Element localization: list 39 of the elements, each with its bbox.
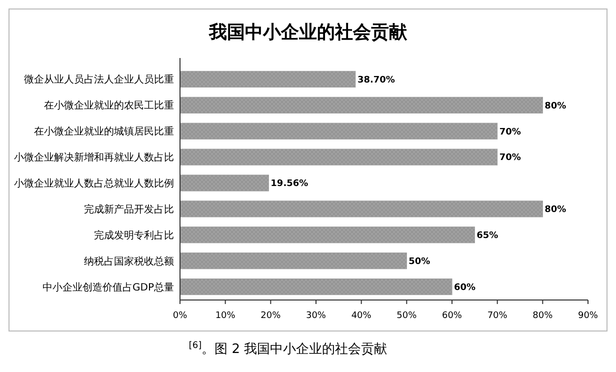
x-tick-label: 30% xyxy=(306,311,326,321)
x-tick-label: 60% xyxy=(442,311,462,321)
y-tick-label: 小微企业解决新增和再就业人数占比 xyxy=(14,152,174,164)
x-tick-label: 90% xyxy=(578,311,598,321)
x-tick-label: 70% xyxy=(487,311,508,321)
bar xyxy=(180,278,452,296)
data-label: 38.70% xyxy=(357,75,395,86)
x-tick-label: 40% xyxy=(351,311,372,321)
x-tick-label: 0% xyxy=(172,311,188,321)
data-label: 60% xyxy=(454,282,476,293)
bar xyxy=(180,70,356,88)
bar xyxy=(180,226,475,244)
data-label: 19.56% xyxy=(270,179,308,190)
data-label: 80% xyxy=(544,205,566,216)
y-tick-label: 在小微企业就业的城镇居民比重 xyxy=(34,126,174,138)
x-tick-label: 80% xyxy=(532,311,554,321)
data-label: 80% xyxy=(544,101,566,112)
y-tick-label: 完成发明专利占比 xyxy=(94,229,174,242)
bar xyxy=(180,96,543,114)
y-tick-label: 微企从业人员占法人企业人员比重 xyxy=(24,74,174,86)
y-tick-label: 中小企业创造价值占GDP总量 xyxy=(42,281,174,294)
y-tick-label: 小微企业就业人数占总就业人数比例 xyxy=(14,178,174,190)
bar xyxy=(180,148,498,166)
chart-title: 我国中小企业的社会贡献 xyxy=(208,22,408,43)
bar xyxy=(180,174,269,192)
y-tick-label: 在小微企业就业的农民工比重 xyxy=(44,100,174,112)
x-tick-label: 50% xyxy=(396,311,418,321)
data-label: 50% xyxy=(408,256,430,267)
x-tick-label: 20% xyxy=(260,311,282,321)
bar xyxy=(180,252,407,270)
bar xyxy=(180,122,498,140)
x-tick-label: 10% xyxy=(215,311,236,321)
bar xyxy=(180,200,543,218)
data-label: 70% xyxy=(499,127,521,138)
y-tick-label: 完成新产品开发占比 xyxy=(84,203,174,216)
text: $^{[6]}$。图 2 我国中小企业的社会贡献 xyxy=(188,341,388,357)
y-tick-label: 纳税占国家税收总额 xyxy=(84,255,174,268)
data-label: 65% xyxy=(476,231,498,242)
data-label: 70% xyxy=(499,153,521,164)
